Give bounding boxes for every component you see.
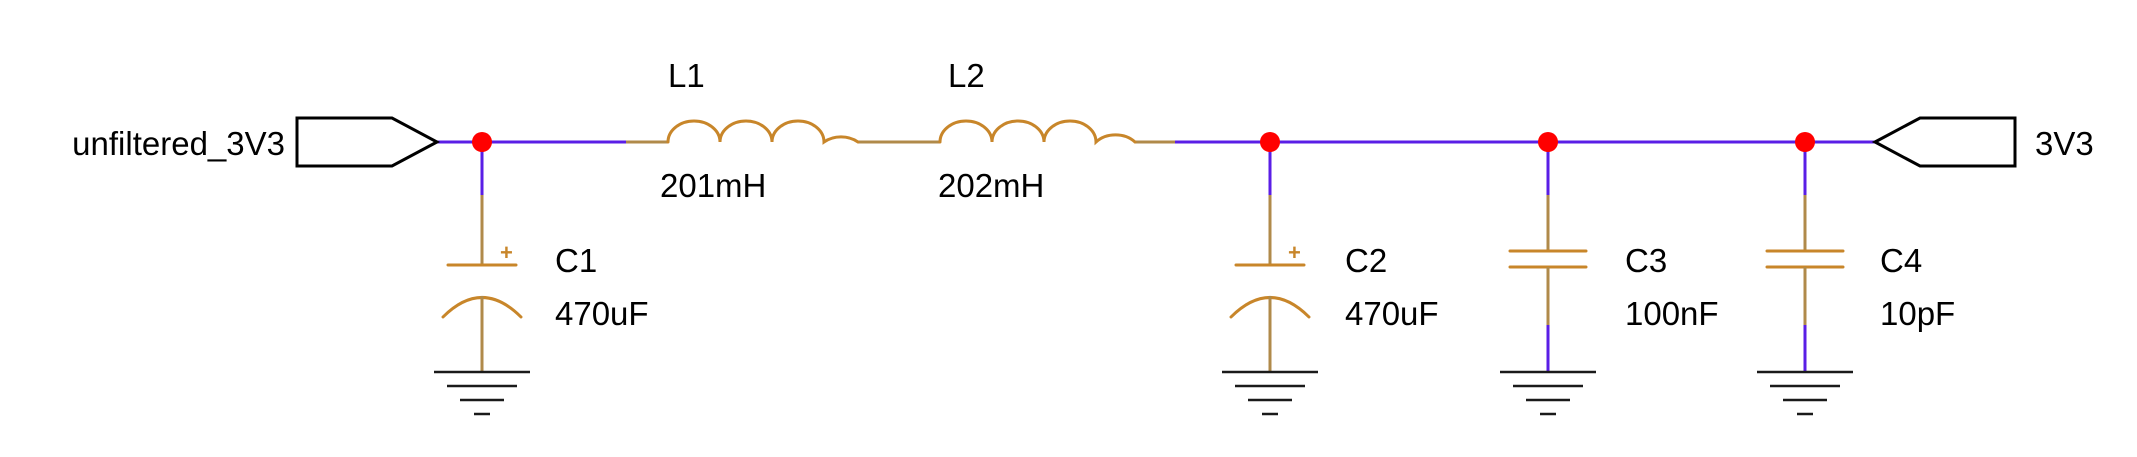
inductor-l1-ref: L1 [668, 57, 705, 94]
capacitor-c2: + C2 470uF [1229, 142, 1439, 372]
ground-icon [434, 370, 530, 416]
capacitor-c1-value: 470uF [555, 295, 649, 332]
output-port-flag [1871, 116, 2017, 168]
inductor-l1-coil [666, 119, 860, 145]
input-port-flag [295, 116, 441, 168]
junction-dot [1260, 132, 1280, 152]
inductor-l2-value: 202mH [938, 167, 1044, 204]
ground-icon [1500, 370, 1596, 416]
junction-dot [472, 132, 492, 152]
inductor-l2-ref: L2 [948, 57, 985, 94]
ground-icon [1757, 370, 1853, 416]
inductor-l1-value: 201mH [660, 167, 766, 204]
capacitor-c4: C4 10pF [1765, 142, 1955, 372]
capacitor-c2-value: 470uF [1345, 295, 1439, 332]
output-port-label: 3V3 [2035, 125, 2094, 162]
c1-polarity-mark: + [500, 240, 513, 265]
capacitor-c3: C3 100nF [1508, 142, 1719, 372]
capacitor-c3-value: 100nF [1625, 295, 1719, 332]
capacitor-c1: + C1 470uF [441, 142, 649, 372]
c2-polarity-mark: + [1288, 240, 1301, 265]
input-port-label: unfiltered_3V3 [72, 125, 285, 162]
ground-icon [1222, 370, 1318, 416]
capacitor-c4-value: 10pF [1880, 295, 1955, 332]
capacitor-c1-ref: C1 [555, 242, 597, 279]
inductor-l2: L2 202mH [938, 57, 1137, 204]
capacitor-c3-ref: C3 [1625, 242, 1667, 279]
inductor-l2-coil [938, 119, 1137, 146]
capacitor-c2-ref: C2 [1345, 242, 1387, 279]
inductor-l1: L1 201mH [660, 57, 860, 204]
capacitor-c4-ref: C4 [1880, 242, 1922, 279]
junction-dot [1538, 132, 1558, 152]
junction-dot [1795, 132, 1815, 152]
